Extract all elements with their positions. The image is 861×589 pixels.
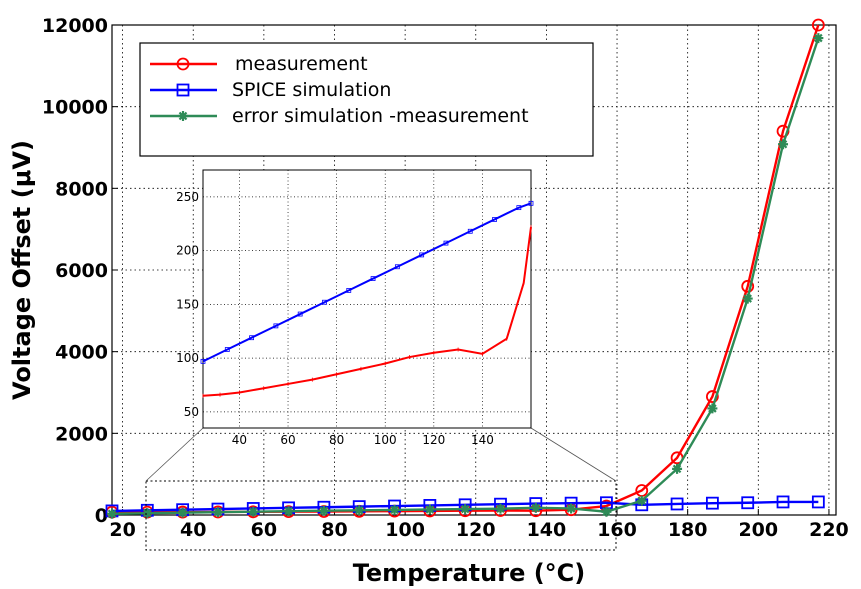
- x-tick-label: 120: [456, 519, 496, 541]
- data-point: [176, 57, 190, 71]
- inset-x-tick-label: 100: [374, 433, 397, 447]
- x-tick-label: 20: [109, 519, 135, 541]
- y-tick-label: 6000: [55, 260, 108, 282]
- y-axis-title: Voltage Offset (μV): [8, 140, 36, 400]
- inset-x-tick-label: 80: [329, 433, 344, 447]
- data-point: [424, 504, 435, 515]
- x-tick-label: 60: [251, 519, 277, 541]
- zoom-connector: [145, 427, 204, 482]
- data-point: [672, 463, 683, 474]
- inset-data-point: [443, 240, 449, 246]
- x-tick-label: 80: [321, 519, 347, 541]
- data-point: [460, 504, 471, 515]
- y-tick-label: 8000: [55, 178, 108, 200]
- data-point: [107, 508, 117, 519]
- y-tick-label: 12000: [42, 15, 108, 37]
- inset-series-1: [202, 224, 532, 398]
- data-point: [142, 508, 153, 519]
- inset-data-point: [297, 311, 303, 317]
- inset-data-point: [200, 358, 206, 364]
- data-point: [495, 503, 506, 514]
- inset-data-point: [419, 252, 425, 258]
- inset-data-point: [346, 287, 352, 293]
- data-point: [354, 505, 365, 516]
- data-point: [707, 403, 718, 414]
- inset-data-point: [273, 323, 279, 329]
- inset-frame: [202, 169, 532, 429]
- x-tick-label: 220: [809, 519, 849, 541]
- y-tick-label: 2000: [55, 423, 108, 445]
- y-tick-label: 10000: [42, 97, 108, 119]
- legend: measurement SPICE simulation error simulat…: [139, 42, 594, 157]
- data-point: [670, 497, 684, 511]
- x-tick-label: 100: [385, 519, 425, 541]
- inset-series-0: [200, 200, 534, 364]
- inset-plot: 40 60 80 100 120 140 50 100 150 200 250: [176, 169, 534, 447]
- inset-y-tick-label: 100: [176, 351, 199, 365]
- data-point: [601, 506, 612, 517]
- legend-entry: error simulation -measurement: [150, 105, 529, 127]
- inset-y-tick-label: 250: [176, 190, 199, 204]
- data-point: [283, 506, 294, 517]
- inset-data-point: [528, 200, 534, 206]
- legend-box: [139, 42, 594, 157]
- inset-series-line: [202, 202, 532, 363]
- data-point: [178, 111, 188, 121]
- inset-y-tick-label: 50: [184, 405, 199, 419]
- inset-y-tick-label: 150: [176, 297, 199, 311]
- data-point: [566, 503, 577, 514]
- legend-label: measurement: [235, 53, 368, 75]
- legend-entry: SPICE simulation: [150, 79, 391, 101]
- data-point: [776, 495, 790, 509]
- zoom-region: [145, 480, 617, 551]
- inset-x-tick-label: 140: [471, 433, 494, 447]
- data-point: [177, 507, 188, 518]
- zoom-connector: [530, 427, 617, 482]
- inset-x-tick-label: 40: [232, 433, 247, 447]
- data-point: [176, 83, 190, 97]
- data-point: [248, 506, 259, 517]
- data-point: [811, 18, 825, 32]
- inset-data-point: [249, 335, 254, 341]
- x-tick-label: 200: [738, 519, 778, 541]
- data-point: [741, 496, 755, 510]
- x-tick-label: 160: [597, 519, 637, 541]
- data-point: [530, 502, 541, 513]
- x-tick-label: 40: [180, 519, 206, 541]
- inset-data-point: [224, 347, 230, 352]
- inset-data-point: [516, 205, 522, 211]
- inset-data-point: [394, 264, 400, 270]
- x-tick-label: 180: [668, 519, 708, 541]
- data-point: [705, 496, 719, 510]
- legend-entry: measurement: [150, 53, 368, 75]
- inset-data-point: [492, 217, 497, 222]
- data-point: [778, 139, 789, 150]
- x-tick-label: 140: [527, 519, 567, 541]
- inset-data-point: [322, 299, 327, 305]
- data-point: [705, 390, 719, 403]
- legend-label: error simulation -measurement: [232, 105, 529, 127]
- data-point: [636, 495, 647, 506]
- inset-y-tick-label: 200: [176, 244, 199, 258]
- x-axis-title: Temperature (°C): [353, 559, 586, 587]
- data-point: [742, 293, 753, 304]
- y-tick-label: 4000: [55, 342, 108, 364]
- legend-label: SPICE simulation: [232, 79, 391, 101]
- data-point: [318, 505, 329, 516]
- data-point: [811, 495, 825, 509]
- series-error-simulation-measurement: [107, 33, 824, 519]
- inset-x-tick-label: 120: [422, 433, 445, 447]
- data-point: [813, 33, 824, 44]
- data-point: [741, 279, 755, 293]
- inset-x-tick-label: 60: [280, 433, 295, 447]
- inset-data-point: [467, 228, 473, 234]
- data-point: [389, 504, 400, 515]
- inset-series-line: [202, 226, 532, 397]
- data-point: [212, 507, 223, 518]
- y-tick-label: 0: [95, 505, 108, 527]
- inset-data-point: [370, 276, 376, 281]
